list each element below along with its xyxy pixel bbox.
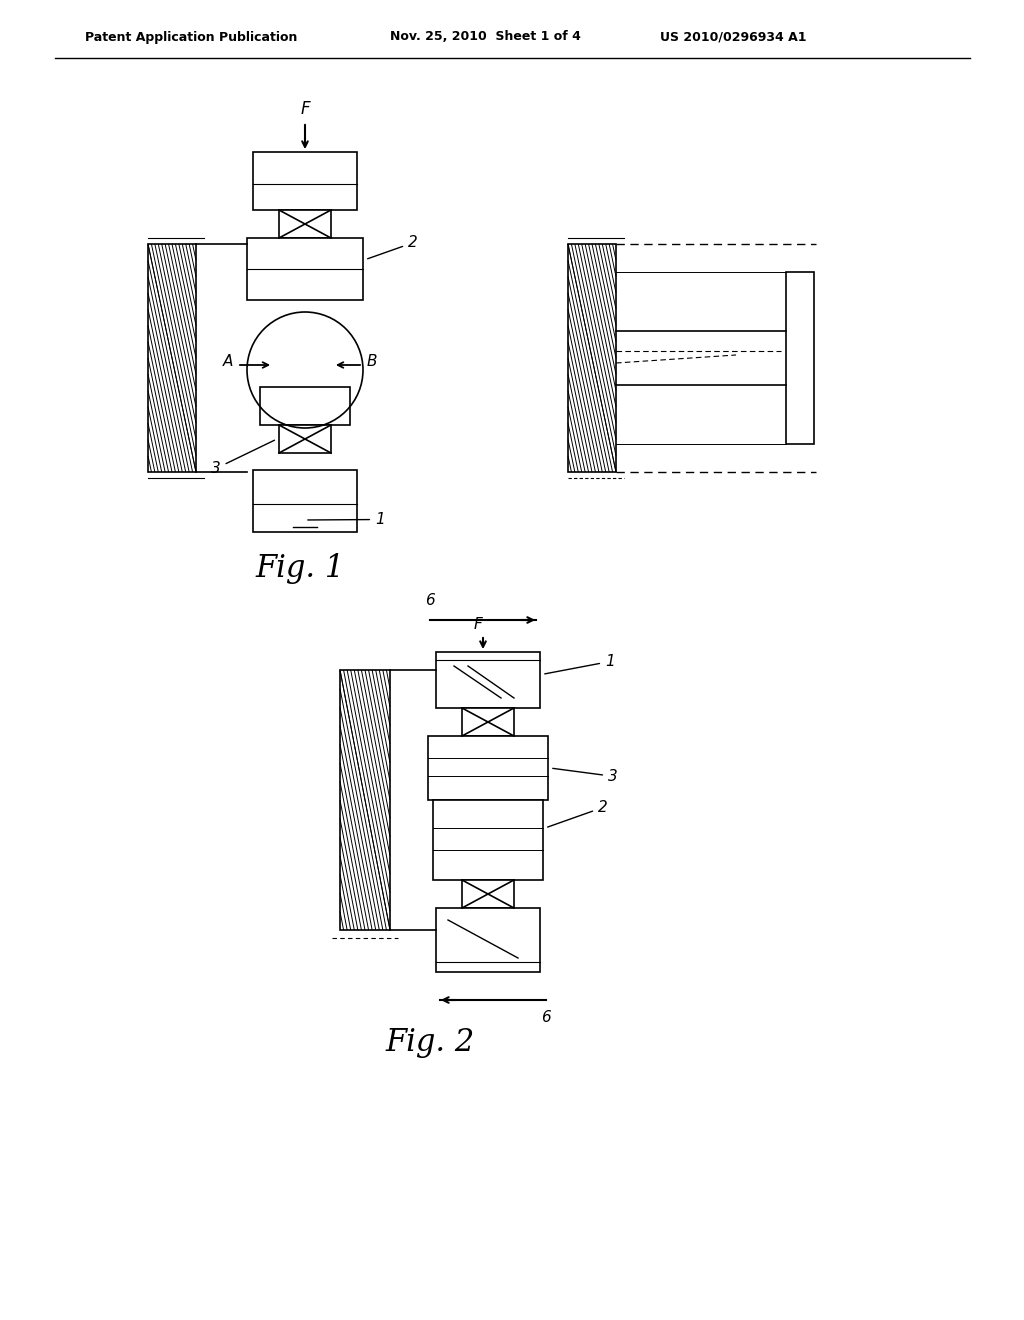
- Bar: [433, 800, 543, 880]
- Text: 1: 1: [308, 512, 385, 527]
- Text: B: B: [367, 355, 378, 370]
- Bar: [247, 238, 362, 300]
- Text: F: F: [300, 100, 310, 117]
- Bar: [436, 908, 540, 972]
- Bar: [436, 652, 540, 708]
- Bar: [148, 244, 196, 473]
- Bar: [786, 272, 814, 444]
- Text: US 2010/0296934 A1: US 2010/0296934 A1: [660, 30, 807, 44]
- Text: 2: 2: [368, 235, 418, 259]
- Text: 6: 6: [425, 593, 435, 609]
- Bar: [279, 425, 331, 453]
- Text: F: F: [474, 616, 482, 632]
- Text: A: A: [222, 355, 233, 370]
- Bar: [253, 470, 357, 532]
- Text: Nov. 25, 2010  Sheet 1 of 4: Nov. 25, 2010 Sheet 1 of 4: [390, 30, 581, 44]
- Text: Fig. 1: Fig. 1: [255, 553, 345, 583]
- Bar: [279, 210, 331, 238]
- Text: 3: 3: [553, 768, 617, 784]
- Bar: [428, 737, 548, 800]
- Text: 3: 3: [211, 440, 274, 477]
- Bar: [568, 244, 616, 473]
- Bar: [253, 152, 357, 210]
- Bar: [260, 387, 350, 425]
- Text: Patent Application Publication: Patent Application Publication: [85, 30, 297, 44]
- Bar: [462, 880, 514, 908]
- Text: 6: 6: [541, 1010, 551, 1026]
- Text: 1: 1: [545, 653, 614, 675]
- Bar: [462, 708, 514, 737]
- Text: 2: 2: [548, 800, 608, 828]
- Text: Fig. 2: Fig. 2: [385, 1027, 475, 1057]
- Bar: [340, 671, 390, 931]
